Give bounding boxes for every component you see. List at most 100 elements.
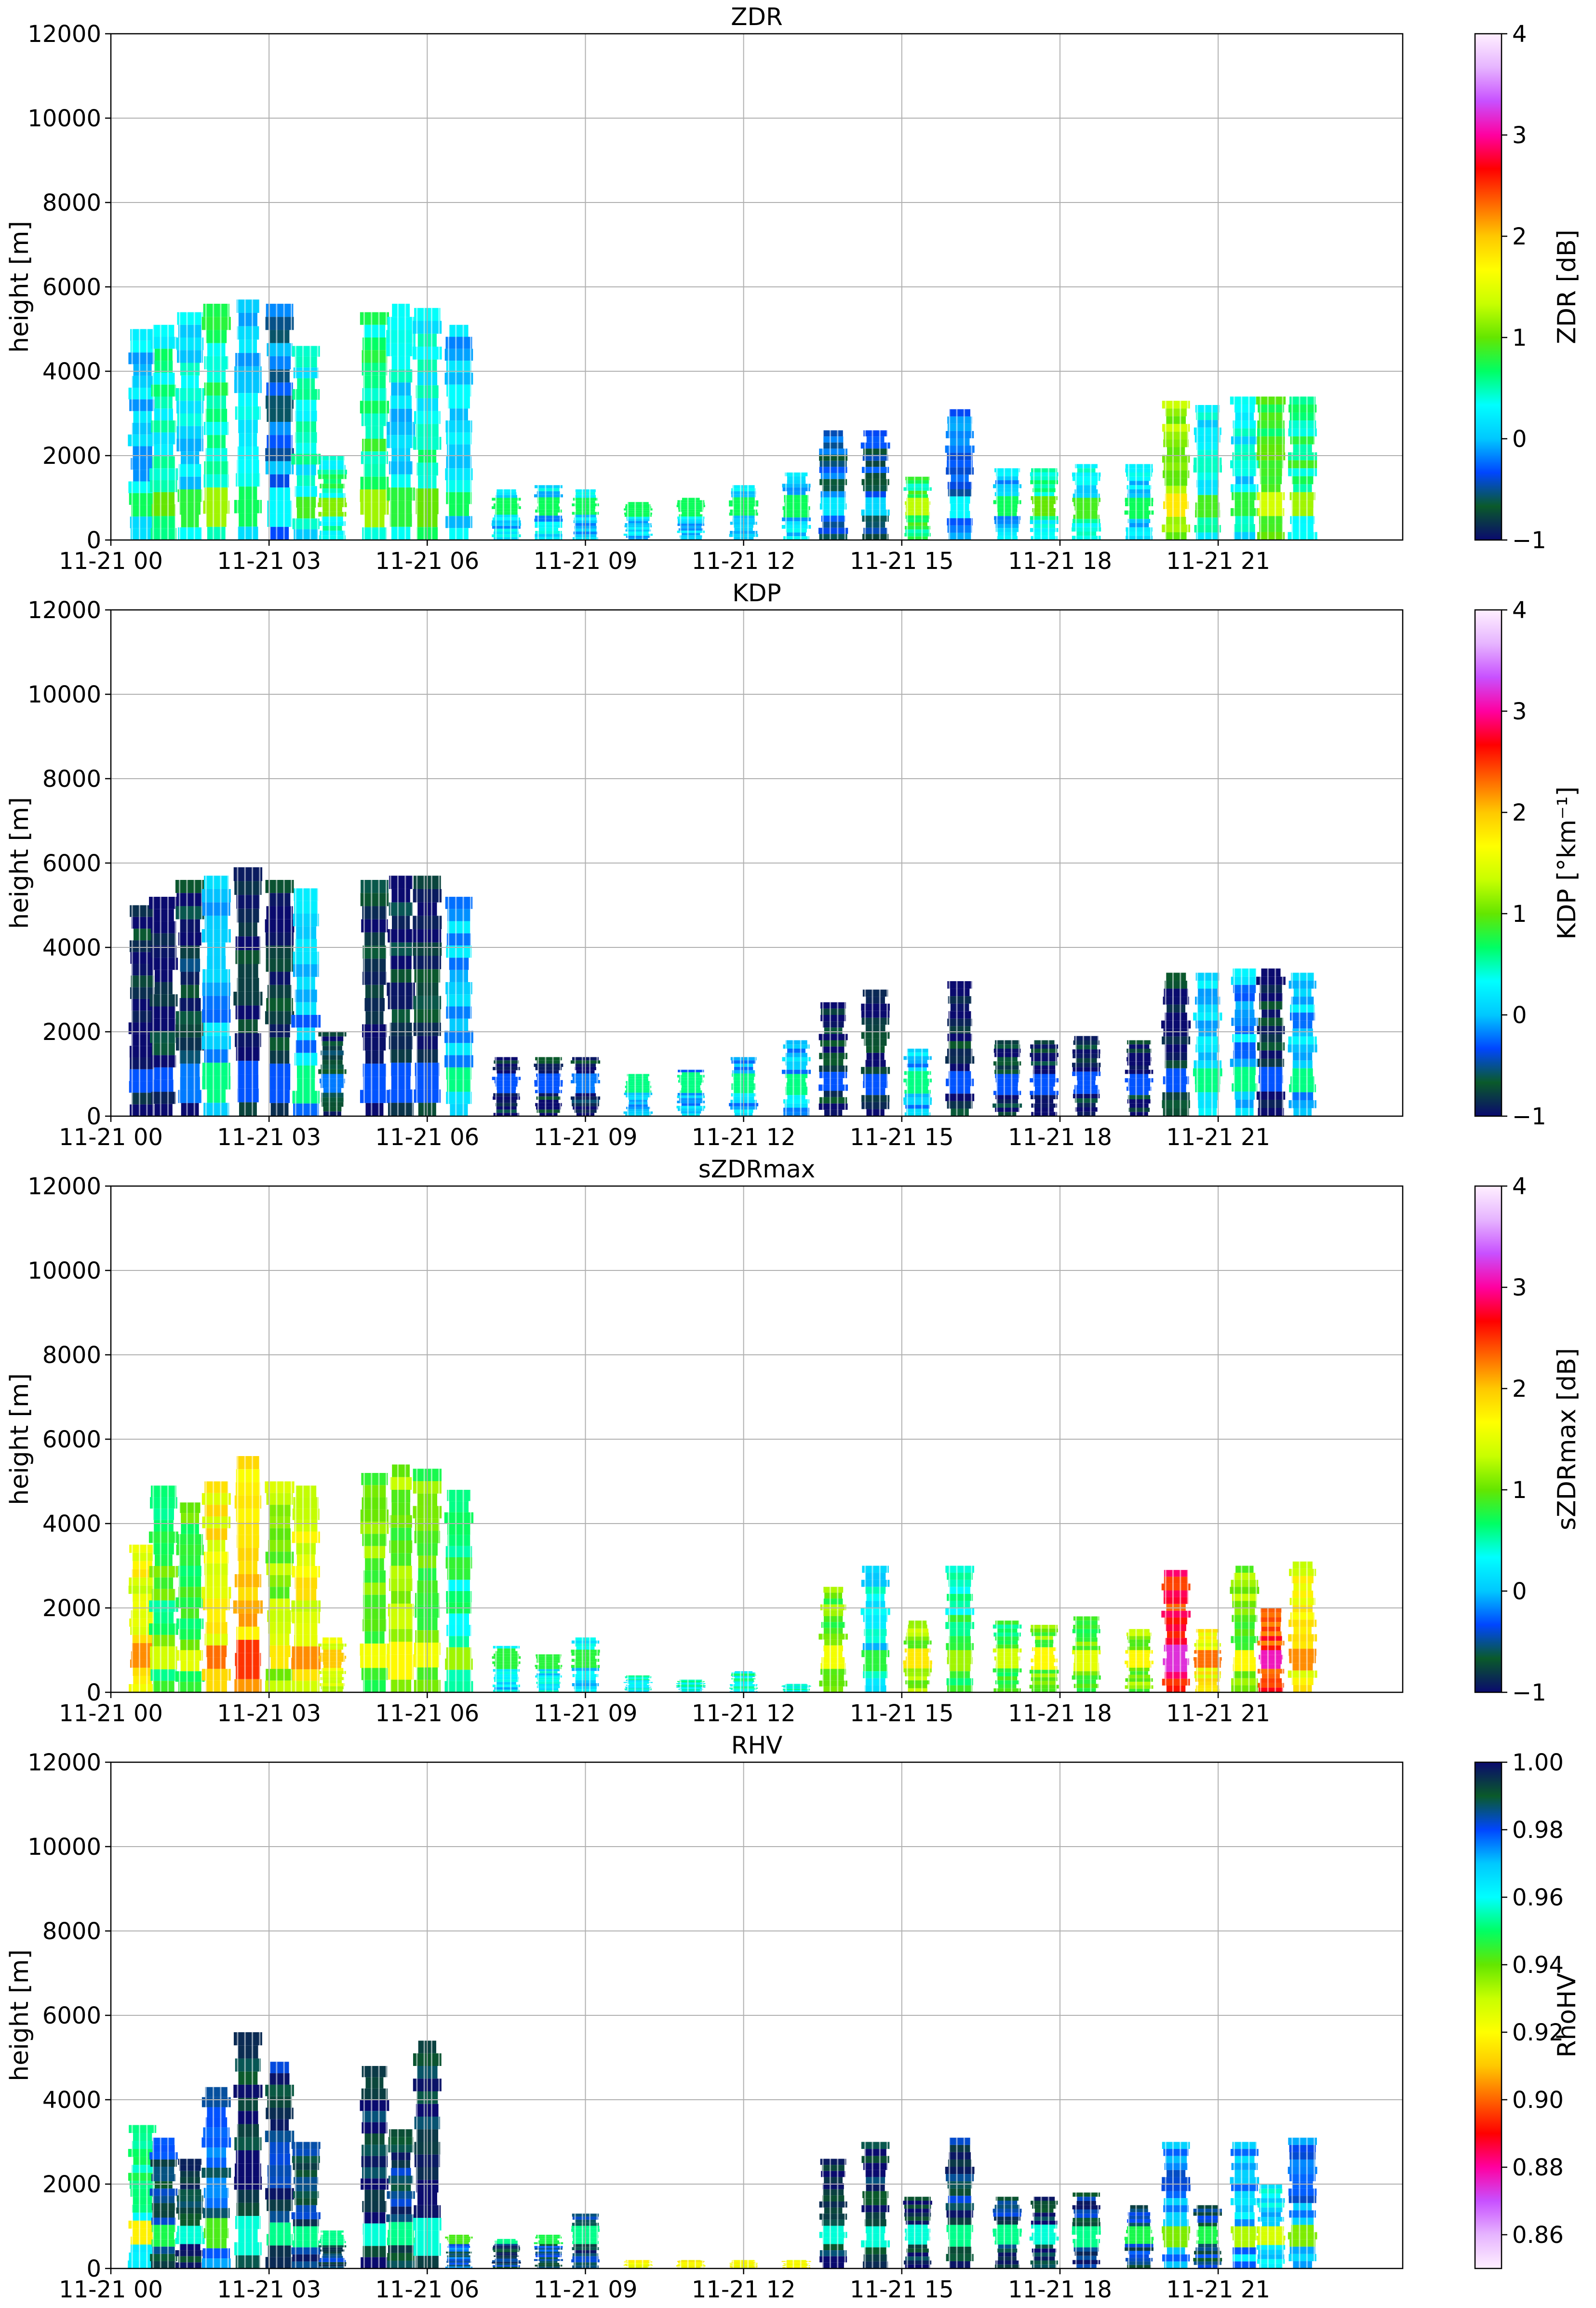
data-cell xyxy=(1259,516,1283,524)
data-stripe xyxy=(167,897,169,1116)
data-stripe xyxy=(1299,396,1301,540)
data-cell xyxy=(949,2137,970,2145)
data-cell xyxy=(1196,1685,1220,1689)
data-stripe xyxy=(430,876,432,1116)
data-cell xyxy=(1127,2212,1151,2216)
data-cell xyxy=(295,1577,318,1589)
data-cell xyxy=(320,456,345,460)
data-cell xyxy=(1288,405,1317,413)
data-cell xyxy=(178,2189,201,2196)
data-cell xyxy=(1128,2215,1150,2219)
y-tick-label: 8000 xyxy=(42,1918,101,1945)
data-stripe xyxy=(1165,1570,1167,1692)
data-cell xyxy=(950,438,970,446)
data-stripe xyxy=(378,1473,380,1692)
data-cell xyxy=(951,1108,969,1116)
data-cell xyxy=(1197,988,1218,997)
data-cell xyxy=(148,1531,178,1543)
data-cell xyxy=(362,1619,387,1632)
data-cell xyxy=(1234,1622,1255,1629)
data-cell xyxy=(951,474,969,482)
data-stripe xyxy=(1165,401,1167,540)
data-cell xyxy=(676,1106,706,1108)
data-cell xyxy=(1127,1647,1151,1650)
data-stripe xyxy=(502,2239,504,2268)
data-cell xyxy=(997,1676,1018,1681)
data-cell xyxy=(363,464,386,477)
data-cell xyxy=(861,1011,890,1018)
data-cell xyxy=(861,1650,890,1658)
data-cell xyxy=(948,1615,972,1622)
data-cell xyxy=(390,2168,411,2176)
data-cell xyxy=(293,914,319,927)
x-tick-label: 11-21 06 xyxy=(375,2276,479,2303)
data-stripe xyxy=(864,989,866,1116)
data-stripe xyxy=(510,1057,512,1116)
data-cell xyxy=(295,410,317,422)
data-column xyxy=(1256,968,1286,1116)
data-cell xyxy=(1128,1107,1150,1112)
data-cell xyxy=(1232,1593,1257,1601)
data-cell xyxy=(391,382,411,396)
data-cell xyxy=(1260,1631,1282,1636)
data-cell xyxy=(865,1587,886,1594)
data-stripe xyxy=(412,2129,414,2268)
data-cell xyxy=(861,1032,890,1039)
data-cell xyxy=(151,2239,176,2247)
data-stripe xyxy=(996,1040,998,1116)
data-cell xyxy=(1034,504,1054,508)
data-cell xyxy=(297,1078,315,1091)
data-cell xyxy=(536,2255,562,2257)
data-cell xyxy=(786,1082,807,1087)
data-cell xyxy=(295,356,317,368)
data-cell xyxy=(1230,1587,1260,1594)
data-column xyxy=(534,485,563,540)
data-cell xyxy=(1074,1654,1099,1659)
data-cell xyxy=(207,1089,226,1103)
data-cell xyxy=(1288,1620,1317,1627)
data-stripe xyxy=(1172,2142,1174,2268)
data-stripe xyxy=(837,1587,839,1692)
data-stripe xyxy=(179,312,181,540)
data-cell xyxy=(863,527,887,534)
data-cell xyxy=(948,2232,972,2240)
data-cell xyxy=(234,1495,262,1509)
data-cell xyxy=(1288,428,1317,437)
data-stripe xyxy=(949,1566,951,1692)
data-cell xyxy=(444,349,473,361)
data-cell xyxy=(445,516,472,528)
data-cell xyxy=(1260,1650,1282,1655)
data-cell xyxy=(903,1668,932,1673)
data-cell xyxy=(1233,428,1256,437)
data-stripe xyxy=(174,324,176,540)
data-stripe xyxy=(363,1473,365,1692)
data-cell xyxy=(202,1598,230,1610)
data-cell xyxy=(268,1064,291,1077)
data-cell xyxy=(1125,498,1153,502)
data-stripe xyxy=(559,1057,561,1116)
data-cell xyxy=(1193,1012,1222,1021)
data-cell xyxy=(296,977,315,990)
y-tick-label: 10000 xyxy=(27,681,101,708)
data-cell xyxy=(1198,1100,1218,1108)
data-cell xyxy=(269,1598,290,1610)
data-stripe xyxy=(1172,401,1174,540)
data-cell xyxy=(270,2119,289,2131)
data-cell xyxy=(391,1591,411,1604)
data-cell xyxy=(322,2254,342,2256)
data-cell xyxy=(945,1608,975,1615)
data-cell xyxy=(1033,1074,1056,1079)
data-cell xyxy=(133,2133,152,2141)
data-cell xyxy=(1165,1044,1187,1053)
data-cell xyxy=(495,2241,518,2242)
data-cell xyxy=(446,480,472,492)
data-cell xyxy=(1077,468,1096,472)
data-cell xyxy=(321,2235,344,2237)
data-cell xyxy=(1073,502,1100,506)
data-stripe xyxy=(886,2142,888,2268)
data-stripe xyxy=(259,2032,261,2268)
data-cell xyxy=(129,1544,156,1553)
data-cell xyxy=(1163,470,1190,478)
data-stripe xyxy=(963,981,965,1116)
data-cell xyxy=(1289,492,1315,500)
